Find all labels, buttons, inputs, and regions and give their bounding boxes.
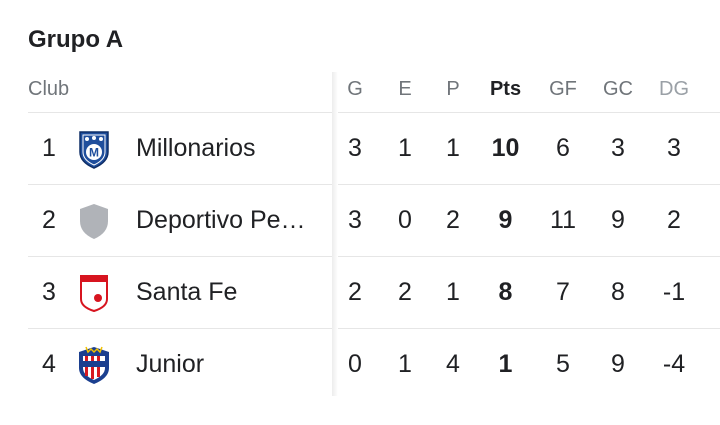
- santa-fe-crest-icon: [72, 257, 116, 328]
- games-lost: 2: [446, 206, 460, 234]
- games-drawn: 1: [398, 134, 412, 162]
- points: 9: [498, 206, 513, 234]
- games-drawn: 2: [398, 278, 412, 306]
- table-row[interactable]: 4 Junior 0 1 4 1 5 9 -4: [28, 329, 720, 400]
- table-row[interactable]: 3 Santa Fe 2 2 1 8 7 8 -1: [28, 257, 720, 329]
- header-p[interactable]: P: [446, 77, 460, 100]
- generic-shield-icon: [72, 185, 116, 256]
- points: 8: [498, 278, 513, 306]
- goals-for: 6: [556, 134, 570, 162]
- games-won: 3: [348, 206, 362, 234]
- goals-against: 9: [611, 206, 625, 234]
- goals-for: 7: [556, 278, 570, 306]
- table-header: Club G E P Pts GF GC DG: [28, 66, 720, 113]
- games-drawn: 0: [398, 206, 412, 234]
- header-club[interactable]: Club: [28, 77, 70, 100]
- header-gf[interactable]: GF: [549, 77, 577, 100]
- club-name[interactable]: Deportivo Pe…: [136, 206, 306, 234]
- scroll-divider: [332, 72, 338, 396]
- goal-difference: 3: [667, 134, 681, 162]
- club-name[interactable]: Santa Fe: [136, 278, 238, 306]
- points: 10: [491, 134, 520, 162]
- club-name[interactable]: Millonarios: [136, 134, 256, 162]
- group-title: Grupo A: [28, 26, 124, 53]
- games-drawn: 1: [398, 350, 412, 378]
- games-lost: 4: [446, 350, 460, 378]
- goal-difference: -1: [662, 278, 686, 306]
- header-g[interactable]: G: [347, 77, 363, 100]
- row-position: 3: [42, 278, 56, 306]
- header-pts[interactable]: Pts: [489, 77, 522, 100]
- row-position: 2: [42, 206, 56, 234]
- row-position: 1: [42, 134, 56, 162]
- points: 1: [498, 350, 513, 378]
- header-dg[interactable]: DG: [659, 77, 689, 100]
- games-lost: 1: [446, 278, 460, 306]
- club-name[interactable]: Junior: [136, 350, 205, 378]
- goals-against: 8: [611, 278, 625, 306]
- goal-difference: -4: [662, 350, 686, 378]
- standings-table: Club G E P Pts GF GC DG 1 M Millonarios …: [28, 66, 720, 400]
- header-gc[interactable]: GC: [603, 77, 633, 100]
- games-won: 3: [348, 134, 362, 162]
- goals-against: 9: [611, 350, 625, 378]
- goals-for: 5: [556, 350, 570, 378]
- svg-text:M: M: [89, 145, 99, 159]
- millonarios-crest-icon: M: [72, 113, 116, 184]
- table-row[interactable]: 2 Deportivo Pe… 3 0 2 9 11 9 2: [28, 185, 720, 257]
- games-won: 2: [348, 278, 362, 306]
- header-e[interactable]: E: [398, 77, 412, 100]
- row-position: 4: [42, 350, 56, 378]
- goals-for: 11: [550, 206, 576, 234]
- goals-against: 3: [611, 134, 625, 162]
- games-lost: 1: [446, 134, 460, 162]
- table-row[interactable]: 1 M Millonarios 3 1 1 10 6 3 3: [28, 113, 720, 185]
- games-won: 0: [348, 350, 362, 378]
- junior-crest-icon: [72, 329, 116, 400]
- goal-difference: 2: [667, 206, 681, 234]
